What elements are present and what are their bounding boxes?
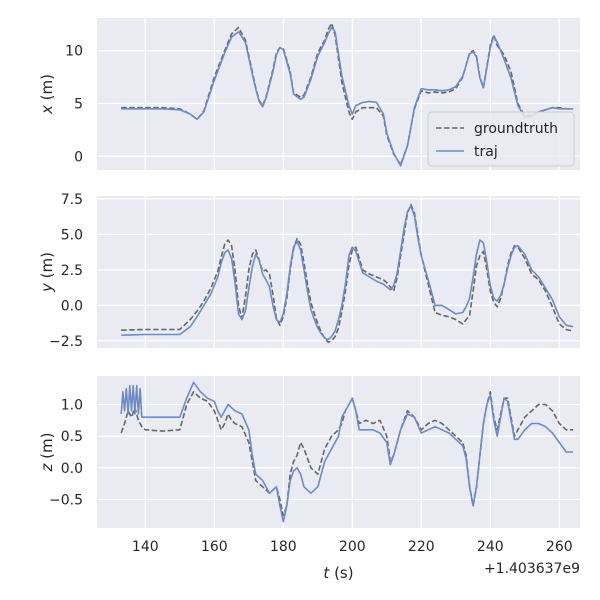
x-subplot: 0 5 10 x (m) groundtruth traj — [38, 18, 580, 170]
y-axis-label: z (m) — [38, 433, 56, 473]
x-tick-label: 140 — [132, 539, 159, 555]
y-axis-label: x (m) — [38, 74, 56, 115]
y-tick-label: 2.5 — [61, 263, 83, 279]
y-tick-label: 10 — [65, 44, 83, 60]
x-tick-label: 260 — [546, 539, 573, 555]
y-tick-label: 0.0 — [61, 461, 83, 477]
x-tick-label: 200 — [339, 539, 366, 555]
legend-label-traj: traj — [474, 144, 498, 160]
y-axis-label-variable: z — [38, 462, 56, 472]
y-tick-label: 5.0 — [61, 227, 83, 243]
y-tick-label: 7.5 — [61, 192, 83, 208]
y-tick-label: 0.0 — [61, 298, 83, 314]
legend-label-groundtruth: groundtruth — [474, 121, 558, 137]
x-axis-label: t (s) — [323, 564, 353, 582]
y-tick-label: 5 — [74, 97, 83, 113]
y-axis-label-unit: (m) — [38, 252, 56, 283]
x-tick-label: 220 — [408, 539, 435, 555]
series-line-traj — [121, 205, 574, 341]
x-tick-label: 240 — [477, 539, 504, 555]
z-subplot: −0.5 0.0 0.5 1.0 z (m) 140 160 180 200 220 240 260 t… — [38, 376, 580, 582]
x-tick-label: 160 — [201, 539, 228, 555]
series-line-traj — [121, 26, 574, 167]
x-tick-label: 180 — [270, 539, 297, 555]
series-line-groundtruth — [121, 203, 574, 344]
y-tick-label: 0 — [74, 149, 83, 165]
legend-box — [427, 111, 575, 167]
y-axis-label-unit: (m) — [38, 433, 56, 464]
y-tick-label: −0.5 — [49, 493, 83, 509]
y-subplot: −2.5 0.0 2.5 5.0 7.5 y (m) — [38, 192, 580, 350]
y-tick-label: 1.0 — [61, 398, 83, 414]
x-axis-label-variable: t — [323, 564, 330, 582]
y-axis-label: y (m) — [38, 252, 56, 293]
y-axis-label-variable: x — [38, 105, 56, 115]
series-line-traj — [120, 381, 574, 523]
y-tick-label: 0.5 — [61, 429, 83, 445]
x-axis-offset-text: +1.403637e9 — [484, 561, 580, 577]
y-axis-label-unit: (m) — [38, 74, 56, 105]
plot-background — [97, 196, 580, 348]
y-axis-label-variable: y — [38, 282, 56, 293]
y-tick-label: −2.5 — [49, 334, 83, 350]
legend: groundtruth traj — [427, 111, 575, 167]
plot-background — [97, 376, 580, 528]
x-axis-label-unit: (s) — [329, 564, 353, 582]
